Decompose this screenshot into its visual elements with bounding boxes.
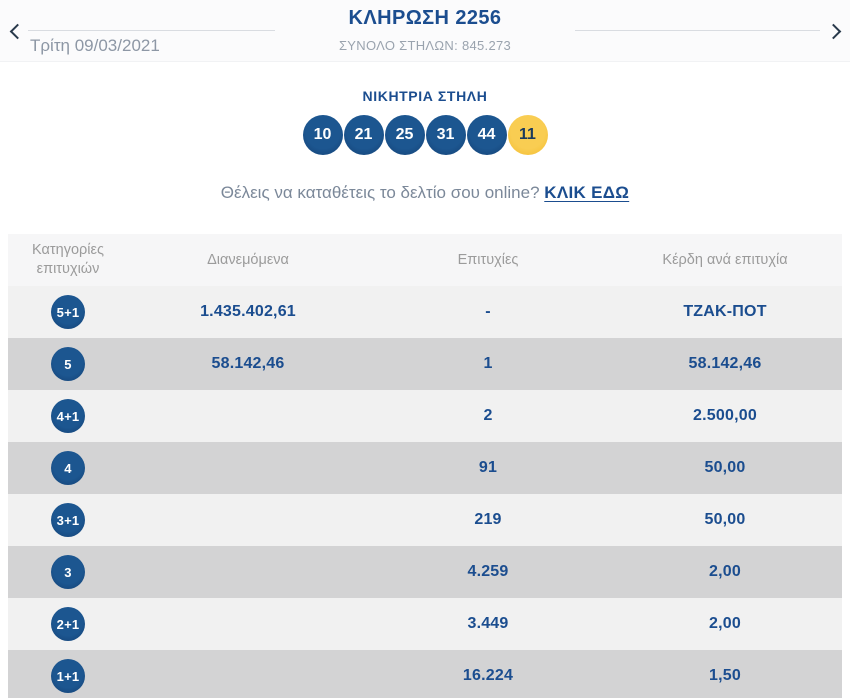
header-categories: Κατηγορίες επιτυχιών [32,242,104,277]
per-win-value: 1,50 [709,667,741,684]
draw-header: ΚΛΗΡΩΣΗ 2256 ΣΥΝΟΛΟ ΣΤΗΛΩΝ: 845.273 [0,7,850,53]
category-badge: 3+1 [51,503,85,537]
category-badge: 4+1 [51,399,85,433]
distributed-value: 58.142,46 [211,355,285,372]
number-ball: 25 [384,115,425,155]
online-prompt-text: Θέλεις να καταθέτεις το δελτίο σου onlin… [220,183,540,202]
draw-title: ΚΛΗΡΩΣΗ 2256 [348,7,502,29]
number-ball: 31 [425,115,466,155]
wins-value: 1 [483,355,493,372]
draw-navigation-bar: Τρίτη 09/03/2021 ΚΛΗΡΩΣΗ 2256 ΣΥΝΟΛΟ ΣΤΗ… [0,0,850,62]
wins-value: 16.224 [462,667,514,684]
category-badge: 3 [51,555,85,589]
number-ball: 44 [466,115,507,155]
per-win-value: 2,00 [709,563,741,580]
draw-date-label: Τρίτη 09/03/2021 [30,36,160,55]
winning-numbers-row: 10 21 25 31 44 11 [0,115,850,155]
prize-table-header-row: Κατηγορίες επιτυχιών Διανεμόμενα Επιτυχί… [8,234,842,286]
category-badge: 5+1 [51,295,85,329]
table-row: 3+1 219 50,00 [8,494,842,546]
wins-value: 4.259 [467,563,509,580]
click-here-link[interactable]: ΚΛΙΚ ΕΔΩ [544,183,630,202]
table-row: 4+1 2 2.500,00 [8,390,842,442]
category-badge: 1+1 [51,659,85,693]
joker-number-ball: 11 [507,115,548,155]
wins-value: - [485,303,491,320]
online-prompt: Θέλεις να καταθέτεις το δελτίο σου onlin… [0,183,850,203]
per-win-value: 58.142,46 [688,355,762,372]
table-row: 3 4.259 2,00 [8,546,842,598]
category-badge: 4 [51,451,85,485]
chevron-right-icon [825,23,841,39]
total-columns-label: ΣΥΝΟΛΟ ΣΤΗΛΩΝ: 845.273 [338,38,512,53]
wins-value: 91 [478,459,498,476]
wins-value: 3.449 [467,615,509,632]
header-wins: Επιτυχίες [457,252,519,268]
prize-table: Κατηγορίες επιτυχιών Διανεμόμενα Επιτυχί… [8,234,842,698]
category-badge: 2+1 [51,607,85,641]
right-divider-line [575,30,820,31]
table-row: 5 58.142,46 1 58.142,46 [8,338,842,390]
category-badge: 5 [51,347,85,381]
winning-column-label: ΝΙΚΗΤΡΙΑ ΣΤΗΛΗ [362,88,488,104]
table-row: 5+1 1.435.402,61 - ΤΖΑΚ-ΠΟΤ [8,286,842,338]
per-win-value: 50,00 [704,459,746,476]
table-row: 1+1 16.224 1,50 [8,650,842,698]
header-distributed: Διανεμόμενα [207,252,289,268]
header-per-win: Κέρδη ανά επιτυχία [662,252,788,268]
table-row: 2+1 3.449 2,00 [8,598,842,650]
per-win-value: 2.500,00 [693,407,757,424]
wins-value: 2 [483,407,493,424]
per-win-value: ΤΖΑΚ-ΠΟΤ [683,303,767,320]
distributed-value: 1.435.402,61 [200,303,296,320]
per-win-value: 50,00 [704,511,746,528]
next-draw-button[interactable] [822,18,848,44]
table-row: 4 91 50,00 [8,442,842,494]
number-ball: 21 [343,115,384,155]
left-divider-line [28,30,275,31]
per-win-value: 2,00 [709,615,741,632]
wins-value: 219 [474,511,502,528]
number-ball: 10 [302,115,343,155]
